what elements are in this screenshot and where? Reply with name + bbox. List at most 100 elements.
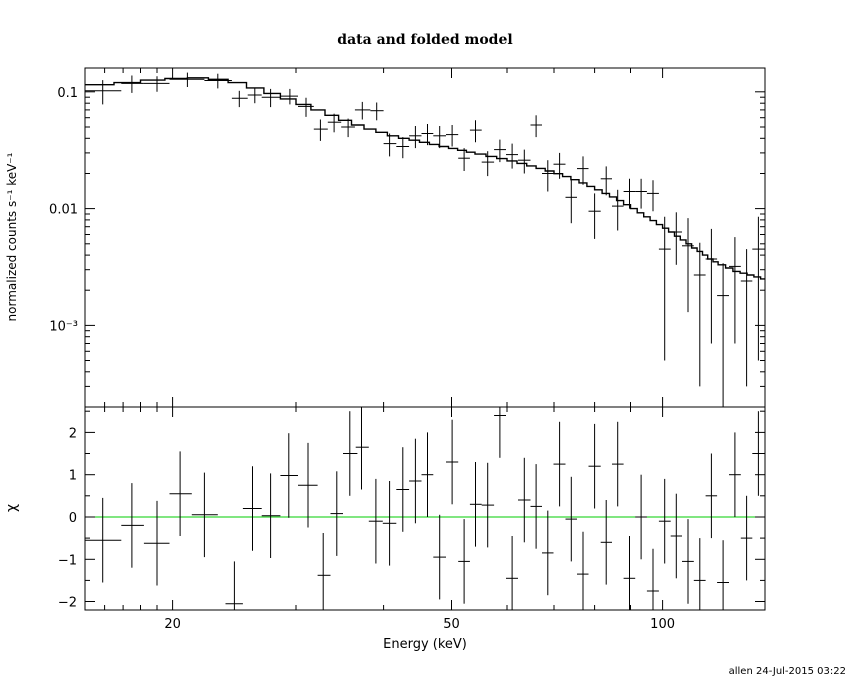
data-point (327, 113, 342, 133)
residual-point (740, 495, 753, 581)
residual-point (705, 453, 718, 539)
data-point (169, 72, 205, 87)
residual-point (446, 419, 459, 505)
upper-plot-frame (84, 67, 766, 408)
y-tick-label-lower: −2 (58, 596, 77, 611)
data-point (693, 242, 706, 387)
y-tick-label-lower: −1 (58, 553, 77, 568)
residual-point (481, 462, 495, 548)
residual-point (396, 447, 410, 532)
y-tick-label-upper: 0.1 (57, 86, 78, 101)
y-tick-label-upper: 0.01 (49, 203, 78, 218)
chart-title: data and folded model (337, 32, 512, 48)
residual-point (623, 536, 636, 610)
residual-point (343, 411, 358, 496)
residual-point (225, 561, 243, 610)
data-point (494, 139, 506, 163)
data-point (740, 249, 753, 387)
residual-point (612, 421, 624, 507)
residual-point (542, 510, 554, 596)
data-point (612, 189, 624, 231)
data-point (623, 178, 636, 209)
data-point (261, 88, 281, 108)
residual-point (317, 533, 331, 610)
data-point (383, 133, 397, 157)
residual-point (85, 497, 122, 583)
residual-point (458, 519, 470, 604)
residual-point (121, 483, 144, 568)
upper-y-axis-label: normalized counts s⁻¹ keV⁻¹ (5, 152, 19, 321)
lower-y-axis-label: χ (4, 504, 20, 512)
residual-point (553, 421, 566, 507)
x-tick-label: 20 (164, 617, 181, 632)
data-point (247, 87, 262, 104)
data-point (658, 216, 671, 361)
residual-point (382, 481, 397, 566)
y-tick-label-lower: 0 (69, 511, 77, 526)
data-point (421, 124, 434, 146)
data-point (396, 137, 410, 159)
residual-point (355, 407, 369, 490)
data-point (682, 218, 694, 313)
data-point (588, 193, 601, 239)
residual-point (494, 407, 506, 458)
residual-point (588, 423, 601, 509)
model-step-path (85, 77, 765, 280)
residual-point (191, 472, 218, 558)
data-point (553, 152, 566, 179)
residual-point (670, 493, 682, 579)
data-point (433, 126, 446, 149)
data-point (313, 119, 328, 141)
data-point (298, 97, 314, 117)
residual-point (433, 514, 446, 600)
data-point (635, 178, 647, 209)
data-point (341, 118, 355, 138)
x-axis-label: Energy (keV) (383, 637, 467, 652)
data-point (469, 120, 482, 143)
residual-point (506, 536, 518, 610)
residual-point (577, 531, 589, 610)
residual-point (409, 438, 422, 524)
x-tick-label: 50 (443, 617, 460, 632)
lower-panel: 20 50 100 −2 −1 0 1 2 χ Energy (keV) (4, 406, 766, 652)
residual-point (261, 473, 281, 558)
folded-model-line (85, 77, 765, 280)
data-point (577, 156, 589, 185)
residual-point (421, 432, 434, 517)
data-point (204, 73, 232, 89)
residual-point (530, 464, 542, 549)
data-point (354, 101, 371, 120)
data-point (565, 180, 577, 224)
residual-point (169, 451, 192, 536)
y-tick-label-lower: 1 (69, 469, 77, 484)
data-point (646, 180, 659, 212)
lower-axis-ticks: 20 50 100 −2 −1 0 1 2 (58, 407, 765, 632)
data-point (752, 216, 765, 361)
data-point (446, 125, 459, 147)
data-point (506, 143, 518, 169)
residual-point (729, 432, 741, 517)
data-point (280, 88, 298, 105)
upper-panel: 0.1 0.01 10⁻³ normalized counts s⁻¹ keV⁻¹ (5, 67, 766, 408)
residual-point (600, 500, 612, 585)
residual-point (280, 433, 298, 518)
residual-point (635, 474, 647, 560)
residual-point (658, 478, 671, 564)
residual-point (143, 500, 170, 586)
data-point (121, 75, 144, 93)
residual-point (565, 476, 577, 562)
data-point (530, 115, 542, 138)
residual-point (298, 442, 318, 528)
data-point (231, 90, 248, 108)
residual-point (368, 478, 383, 564)
data-point (458, 148, 470, 171)
data-points (85, 72, 765, 407)
residual-point (469, 462, 482, 547)
data-point (542, 160, 554, 192)
y-tick-label-upper: 10⁻³ (49, 319, 78, 334)
data-point (370, 102, 384, 121)
lower-plot-frame (84, 406, 766, 611)
data-point (409, 126, 422, 149)
data-point (481, 151, 495, 177)
